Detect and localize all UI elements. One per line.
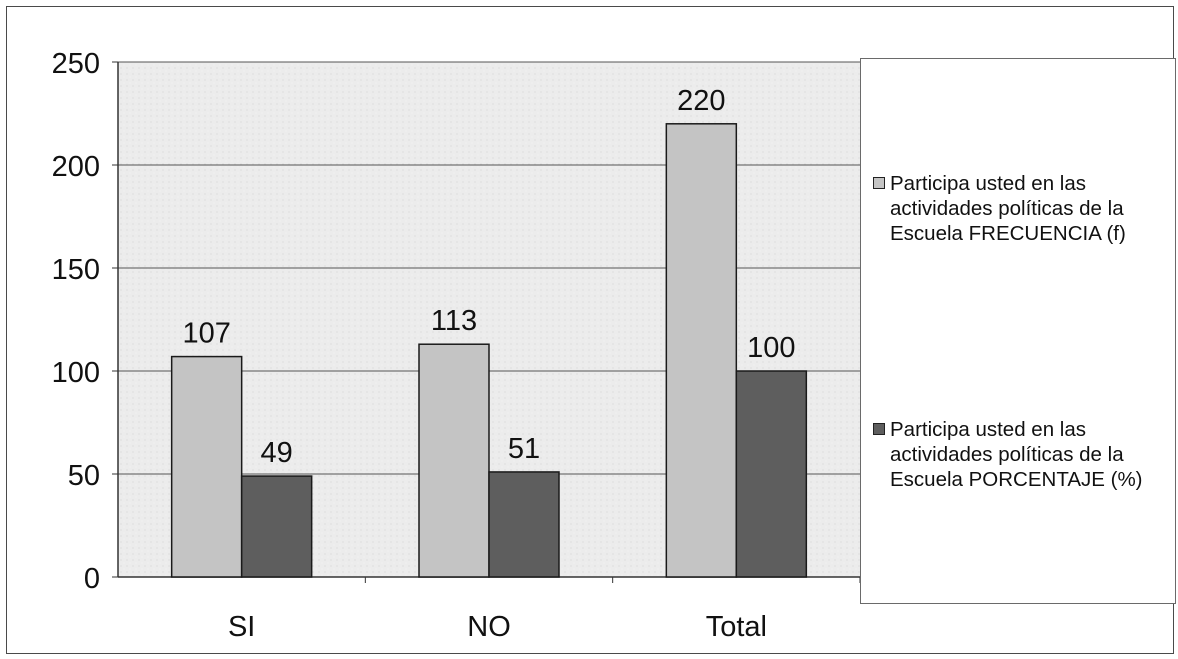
legend-swatch-porcentaje (873, 423, 885, 435)
data-label-NO-series-1: 51 (508, 433, 540, 465)
y-tick-label-200: 200 (52, 151, 100, 183)
legend-label-frecuencia: Participa usted en las actividades polít… (890, 172, 1126, 245)
legend-item-frecuencia: Participa usted en las actividades polít… (873, 171, 1173, 246)
bar-Total-series-1 (735, 370, 808, 578)
legend-label-porcentaje: Participa usted en las actividades polít… (890, 418, 1143, 491)
data-label-Total-series-0: 220 (677, 85, 725, 117)
bar-SI-series-0 (170, 355, 243, 578)
y-tick-label-50: 50 (68, 460, 100, 492)
legend: Participa usted en las actividades polít… (860, 58, 1176, 604)
y-tick-label-100: 100 (52, 357, 100, 389)
legend-item-porcentaje: Participa usted en las actividades polít… (873, 417, 1173, 492)
y-tick-label-150: 150 (52, 254, 100, 286)
y-tick-label-0: 0 (84, 563, 100, 595)
bar-SI-series-1 (240, 475, 313, 578)
legend-swatch-frecuencia (873, 177, 885, 189)
data-label-SI-series-1: 49 (261, 437, 293, 469)
bar-NO-series-0 (418, 343, 490, 578)
x-tick-label-Total: Total (706, 611, 767, 643)
bar-Total-series-0 (665, 123, 738, 578)
data-label-SI-series-0: 107 (182, 318, 230, 350)
x-tick-label-SI: SI (228, 611, 255, 643)
data-label-Total-series-1: 100 (747, 332, 795, 364)
x-tick-label-NO: NO (467, 611, 511, 643)
data-label-NO-series-0: 113 (431, 305, 477, 337)
bar-NO-series-1 (488, 471, 560, 578)
y-tick-label-250: 250 (52, 48, 100, 80)
